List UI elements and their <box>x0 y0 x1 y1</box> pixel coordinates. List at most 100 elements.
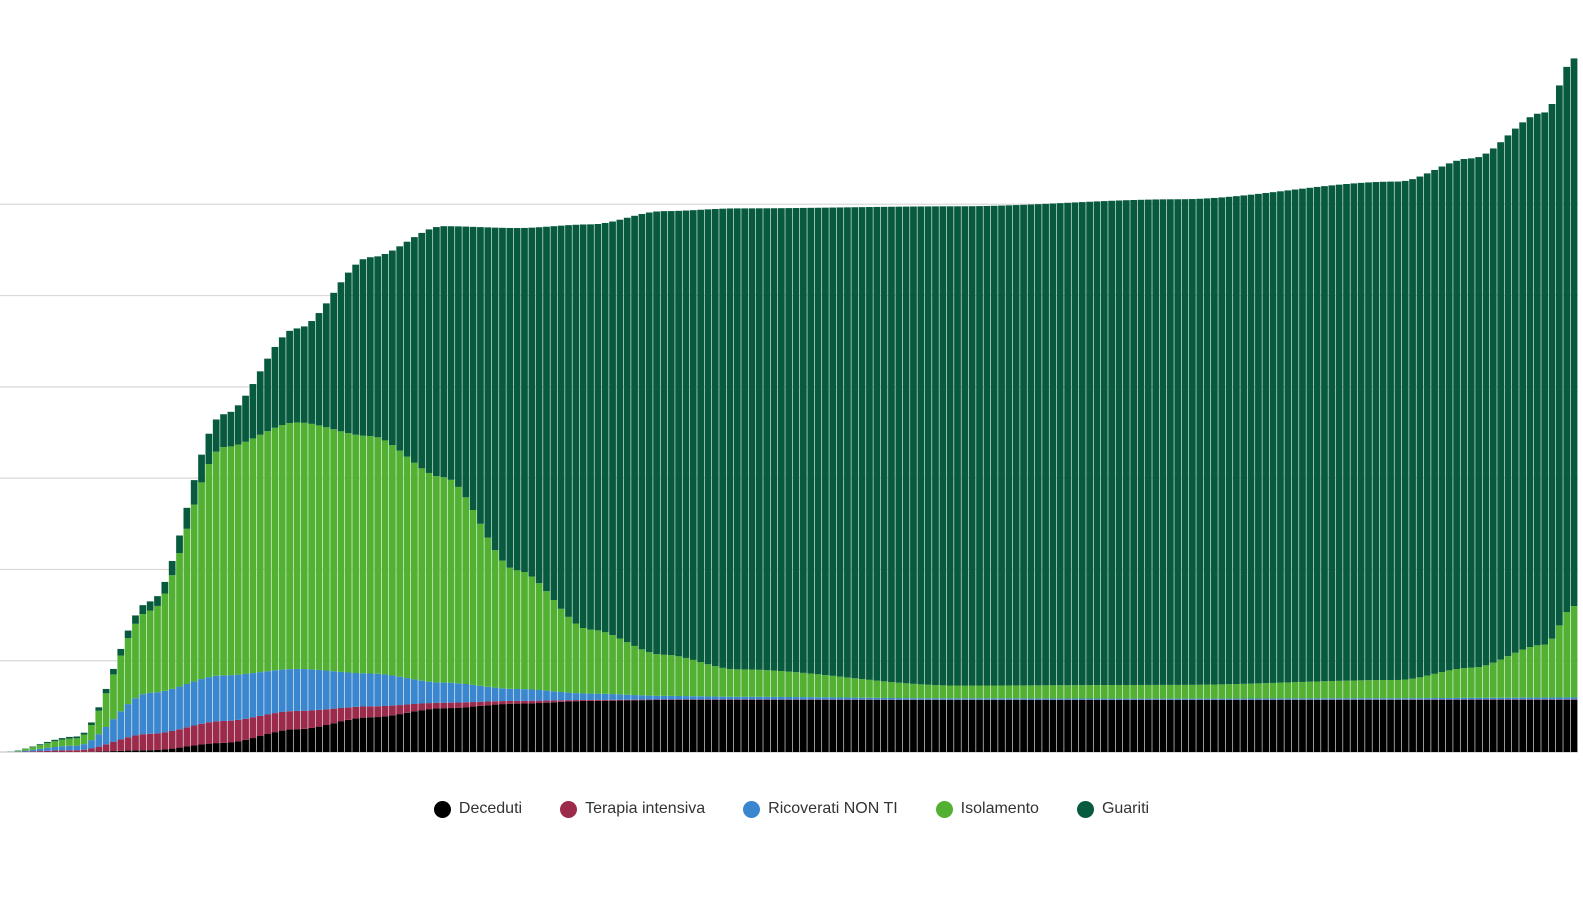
bar-segment-isolamento <box>1159 684 1167 699</box>
bar-segment-deceduti <box>954 699 961 752</box>
bar-segment-deceduti <box>1519 699 1527 752</box>
legend-item-guariti[interactable]: Guariti <box>1076 800 1149 818</box>
bar-segment-guariti <box>447 226 455 480</box>
bar-segment-isolamento <box>763 670 771 697</box>
bar-segment-deceduti <box>1152 699 1160 752</box>
bar-segment-deceduti <box>286 729 293 752</box>
bar-segment-deceduti <box>1416 699 1424 752</box>
bar-segment-isolamento <box>917 684 925 699</box>
bar-segment-ricoverati-non-ti <box>433 682 440 703</box>
bar-segment-isolamento <box>293 422 301 669</box>
bar-segment-deceduti <box>1115 699 1123 752</box>
bar-segment-terapia-intensiva <box>242 718 249 740</box>
bar-segment-ricoverati-non-ti <box>227 675 235 721</box>
bar-segment-ricoverati-non-ti <box>1423 698 1431 700</box>
bar-segment-guariti <box>726 208 734 669</box>
bar-segment-isolamento <box>1563 612 1571 698</box>
bar-segment-ricoverati-non-ti <box>726 696 734 700</box>
bar-segment-ricoverati-non-ti <box>535 690 543 701</box>
bar-segment-ricoverati-non-ti <box>1313 698 1321 700</box>
bar-segment-ricoverati-non-ti <box>1438 698 1446 700</box>
bar-segment-isolamento <box>1262 683 1270 699</box>
bar-segment-guariti <box>1078 202 1086 686</box>
bar-day-125 <box>910 206 917 752</box>
bar-segment-terapia-intensiva <box>58 750 66 752</box>
bar-segment-deceduti <box>220 742 227 752</box>
bar-segment-guariti <box>1409 179 1416 679</box>
bar-day-43 <box>308 321 315 752</box>
bar-segment-guariti <box>1372 182 1380 681</box>
bar-segment-guariti <box>154 596 161 606</box>
bar-segment-ricoverati-non-ti <box>168 688 176 731</box>
bar-segment-guariti <box>1196 198 1204 685</box>
bar-segment-isolamento <box>389 445 396 676</box>
bar-segment-isolamento <box>521 572 528 690</box>
bar-day-87 <box>631 215 638 752</box>
bar-segment-ricoverati-non-ti <box>455 683 462 703</box>
bar-segment-deceduti <box>198 744 205 752</box>
bar-segment-guariti <box>623 217 631 643</box>
bar-segment-terapia-intensiva <box>645 699 653 701</box>
bar-segment-isolamento <box>1570 606 1578 698</box>
bar-segment-ricoverati-non-ti <box>1056 698 1064 700</box>
bar-segment-ricoverati-non-ti <box>1166 698 1174 700</box>
bar-segment-deceduti <box>1570 699 1578 752</box>
bar-segment-guariti <box>1511 128 1519 653</box>
bar-segment-deceduti <box>719 699 727 752</box>
bar-segment-deceduti <box>1394 699 1402 752</box>
legend-item-ricoverati-non-ti[interactable]: Ricoverati NON TI <box>743 800 898 818</box>
bar-day-17 <box>117 648 125 752</box>
bar-segment-ricoverati-non-ti <box>550 691 558 701</box>
bar-segment-guariti <box>513 228 521 571</box>
bar-segment-ricoverati-non-ti <box>278 669 286 712</box>
bar-day-201 <box>1467 158 1475 752</box>
legend-item-deceduti[interactable]: Deceduti <box>433 800 522 818</box>
bar-segment-ricoverati-non-ti <box>1255 698 1262 700</box>
bar-segment-deceduti <box>1086 699 1093 752</box>
bar-segment-guariti <box>455 226 462 487</box>
bar-segment-ricoverati-non-ti <box>95 734 103 747</box>
bar-segment-guariti <box>1475 157 1482 668</box>
bar-segment-ricoverati-non-ti <box>44 747 51 751</box>
bar-day-41 <box>293 328 301 752</box>
bar-day-195 <box>1423 173 1431 752</box>
bar-segment-isolamento <box>1064 685 1071 699</box>
bar-day-53 <box>381 254 389 752</box>
bar-segment-ricoverati-non-ti <box>330 671 338 709</box>
bar-segment-terapia-intensiva <box>73 750 81 752</box>
bar-segment-isolamento <box>587 629 594 694</box>
bar-segment-ricoverati-non-ti <box>748 696 756 700</box>
bar-segment-ricoverati-non-ti <box>352 673 360 707</box>
bar-segment-guariti <box>550 226 558 601</box>
bar-segment-ricoverati-non-ti <box>557 691 565 701</box>
bar-segment-deceduti <box>1277 699 1284 752</box>
bar-segment-deceduti <box>227 742 235 752</box>
bar-segment-isolamento <box>286 423 293 670</box>
bar-segment-deceduti <box>1438 699 1446 752</box>
bar-segment-deceduti <box>697 699 704 752</box>
bar-segment-terapia-intensiva <box>411 703 418 712</box>
legend-item-terapia-intensiva[interactable]: Terapia intensiva <box>560 800 705 818</box>
bar-segment-ricoverati-non-ti <box>506 688 514 701</box>
bar-segment-deceduti <box>653 699 660 752</box>
bar-segment-guariti <box>601 222 609 633</box>
bar-segment-guariti <box>1034 204 1042 686</box>
bar-segment-guariti <box>1453 160 1460 670</box>
bar-segment-ricoverati-non-ti <box>1365 698 1372 700</box>
bar-segment-deceduti <box>1335 699 1343 752</box>
bar-segment-ricoverati-non-ti <box>1467 697 1475 700</box>
bar-segment-isolamento <box>168 575 176 689</box>
bar-segment-guariti <box>1071 202 1079 686</box>
bar-segment-guariti <box>1533 113 1541 646</box>
bar-segment-guariti <box>1555 85 1563 626</box>
bar-segment-ricoverati-non-ti <box>58 746 66 751</box>
bar-segment-deceduti <box>983 699 991 752</box>
bar-day-174 <box>1269 192 1277 752</box>
bar-segment-guariti <box>205 433 213 465</box>
bar-segment-ricoverati-non-ti <box>543 690 550 701</box>
bar-day-116 <box>844 207 851 752</box>
bar-segment-ricoverati-non-ti <box>491 687 499 702</box>
bar-day-51 <box>366 257 374 752</box>
legend-item-isolamento[interactable]: Isolamento <box>935 800 1039 818</box>
bar-segment-ricoverati-non-ti <box>1269 698 1277 700</box>
